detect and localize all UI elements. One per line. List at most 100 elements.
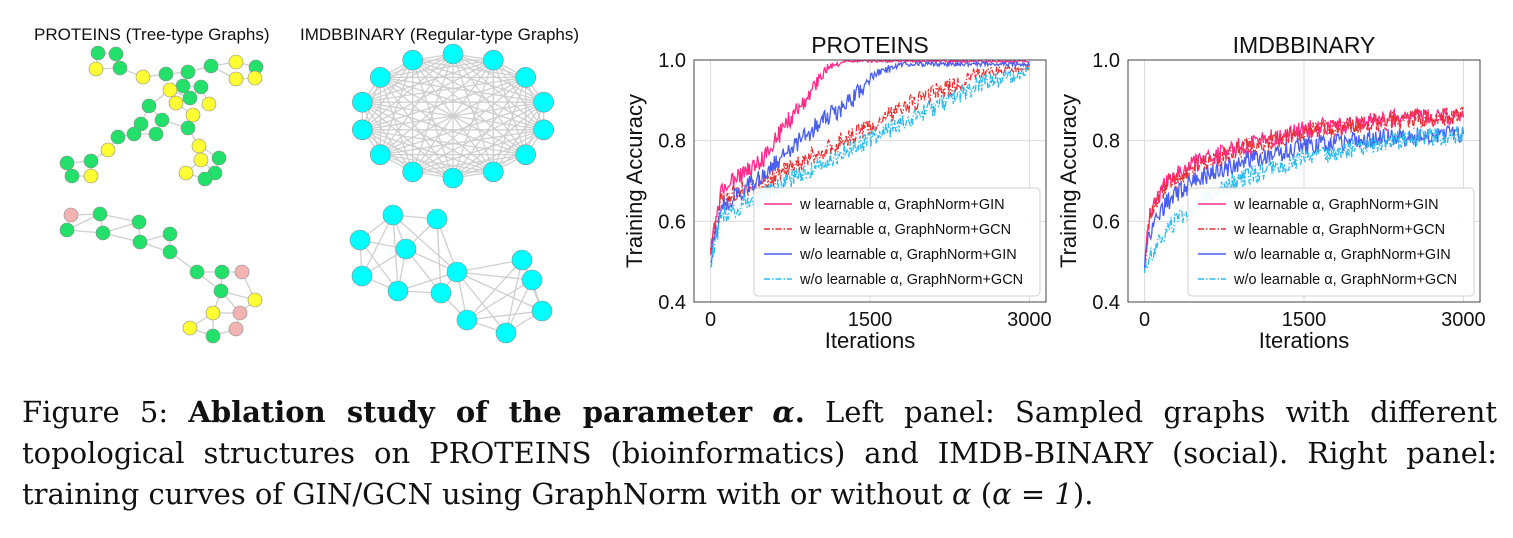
graph-edge bbox=[456, 271, 543, 312]
graph-node bbox=[185, 107, 201, 123]
chart-proteins: 0.4 0.6 0.8 1.0 0 1500 3000 PROTEINS Iterations T… bbox=[622, 32, 1052, 353]
graph-edge bbox=[412, 59, 494, 173]
plot-border bbox=[1127, 59, 1481, 303]
graph-node bbox=[193, 152, 209, 168]
legend-entry: w/o learnable α, GraphNorm+GCN bbox=[1233, 272, 1457, 288]
graph-node bbox=[63, 207, 79, 223]
graph-edge bbox=[380, 129, 544, 156]
graph-node bbox=[154, 112, 170, 128]
graph-edge bbox=[379, 53, 454, 156]
graph-node bbox=[191, 138, 207, 154]
graph-node bbox=[189, 264, 205, 280]
graph-node bbox=[533, 119, 554, 141]
graph-node bbox=[446, 261, 468, 283]
graph-edge bbox=[412, 59, 454, 179]
graph-edge bbox=[361, 101, 414, 173]
graph-node bbox=[213, 283, 229, 299]
graph-node bbox=[533, 91, 554, 113]
graph-edge bbox=[379, 76, 494, 173]
graph-node bbox=[214, 264, 230, 280]
imdb-graph-1 bbox=[352, 43, 554, 189]
chart-title: PROTEINS bbox=[811, 32, 929, 58]
y-tick-label: 0.8 bbox=[1092, 131, 1120, 153]
graph-node bbox=[402, 161, 423, 183]
proteins-graph-label: PROTEINS (Tree-type Graphs) bbox=[34, 25, 270, 44]
legend-entry: w learnable α, GraphNorm+GCN bbox=[1233, 222, 1445, 238]
graph-node bbox=[100, 142, 116, 158]
caption-bold-title: Ablation study of the parameter bbox=[188, 395, 753, 429]
x-tick-label: 1500 bbox=[1282, 309, 1327, 331]
graph-node bbox=[182, 90, 198, 106]
graph-edge bbox=[379, 76, 454, 179]
graph-node bbox=[228, 71, 244, 87]
graph-node bbox=[521, 269, 543, 291]
graph-edge bbox=[362, 101, 494, 173]
graph-edge bbox=[505, 259, 523, 334]
graph-node bbox=[511, 249, 533, 271]
graph-node bbox=[456, 309, 478, 331]
graph-node bbox=[483, 161, 504, 183]
graph-node bbox=[442, 43, 464, 65]
graph-node bbox=[232, 305, 248, 321]
y-axis-label: Training Accuracy bbox=[1056, 94, 1081, 268]
graph-edge bbox=[456, 259, 523, 273]
graph-edge bbox=[392, 214, 399, 292]
caption-paren-open: ( bbox=[980, 477, 993, 511]
graph-edge bbox=[412, 59, 544, 131]
graph-node bbox=[168, 95, 184, 111]
graph-node bbox=[205, 305, 221, 321]
graph-edge bbox=[362, 53, 454, 103]
x-tick-label: 0 bbox=[705, 309, 716, 331]
graph-edge bbox=[492, 59, 545, 131]
graph-edge bbox=[456, 271, 533, 281]
graph-edge bbox=[452, 53, 527, 156]
caption-bold-end: . bbox=[794, 395, 805, 429]
caption-left-panel-text: Left panel: Sampled graphs with differen… bbox=[22, 395, 1498, 470]
graph-node bbox=[59, 222, 75, 238]
graph-node bbox=[133, 116, 149, 132]
graph-node bbox=[178, 165, 194, 181]
caption-bold-symbol: α bbox=[772, 395, 795, 429]
chart-imdbbinary: 0.4 0.6 0.8 1.0 0 1500 3000 IMDBBINARY Iteration… bbox=[1056, 32, 1486, 353]
graph-node bbox=[83, 168, 99, 184]
graph-edge bbox=[380, 59, 494, 78]
imdb-graph-label: IMDBBINARY (Regular-type Graphs) bbox=[300, 25, 579, 44]
imdb-graph-2 bbox=[349, 204, 553, 344]
graph-node bbox=[162, 226, 178, 242]
x-tick-label: 1500 bbox=[848, 309, 893, 331]
graph-edge bbox=[452, 129, 544, 179]
graph-edge bbox=[456, 271, 507, 334]
graph-node bbox=[352, 119, 373, 141]
graph-edge bbox=[380, 76, 544, 131]
x-tick-label: 3000 bbox=[1007, 309, 1052, 331]
graph-edge bbox=[362, 76, 526, 103]
x-axis-label: Iterations bbox=[1259, 328, 1350, 353]
graph-node bbox=[382, 204, 404, 226]
graph-node bbox=[247, 292, 263, 308]
graph-node bbox=[108, 46, 124, 62]
graph-node bbox=[369, 67, 391, 88]
graph-edge bbox=[362, 129, 494, 173]
graph-node bbox=[442, 167, 464, 189]
graph-edge bbox=[452, 76, 527, 179]
graph-node bbox=[203, 58, 219, 74]
graph-edge bbox=[380, 76, 544, 103]
caption-right-panel-text: Right panel: training curves of GIN/GCN … bbox=[22, 436, 1497, 511]
graph-node bbox=[515, 67, 537, 88]
graph-edge bbox=[392, 214, 458, 273]
graph-node bbox=[426, 208, 448, 230]
proteins-sample-graphs bbox=[59, 45, 264, 344]
series-line-2 bbox=[709, 64, 1031, 256]
legend-entry: w/o learnable α, GraphNorm+GIN bbox=[799, 247, 1017, 263]
legend-box bbox=[1187, 187, 1475, 297]
graph-node bbox=[180, 64, 196, 80]
graph-edge bbox=[362, 101, 526, 156]
graph-node bbox=[205, 328, 221, 344]
graph-edge bbox=[380, 154, 494, 173]
graph-node bbox=[162, 244, 178, 260]
graph-node bbox=[148, 126, 164, 142]
protein-graph-1 bbox=[59, 45, 264, 187]
graph-node bbox=[351, 265, 373, 287]
graph-node bbox=[135, 69, 151, 85]
